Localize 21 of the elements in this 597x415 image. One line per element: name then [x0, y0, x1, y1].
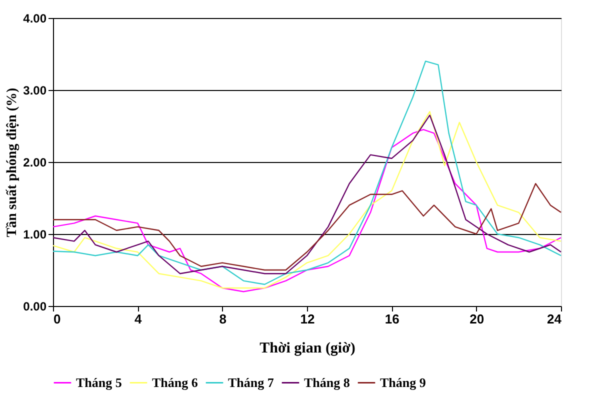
x-tick-label: 16	[384, 312, 400, 326]
y-tick-label: 0.00	[23, 300, 47, 314]
x-axis-title: Thời gian (giờ)	[260, 340, 356, 356]
y-tick-label: 3.00	[23, 84, 47, 98]
line-series	[52, 60, 562, 285]
x-tick-label: 0	[54, 312, 61, 326]
x-tick-label: 4	[134, 312, 143, 326]
legend-label: Tháng 9	[380, 374, 426, 390]
y-tick-label: 1.00	[23, 228, 47, 242]
x-tick-label: 20	[470, 312, 484, 326]
y-tick-label: 4.00	[23, 12, 47, 26]
legend-label: Tháng 6	[152, 374, 198, 390]
y-axis-title: Tần suất phóng điện (%)	[5, 87, 20, 238]
legend-label: Tháng 8	[304, 374, 350, 390]
line-series	[52, 183, 562, 271]
legend-label: Tháng 7	[228, 374, 274, 390]
x-tick-label: 12	[300, 312, 315, 326]
legend-label: Tháng 5	[76, 374, 122, 390]
x-tick-label: 24	[547, 312, 562, 326]
y-tick-label: 2.00	[23, 156, 47, 170]
x-tick-label: 8	[219, 312, 226, 326]
